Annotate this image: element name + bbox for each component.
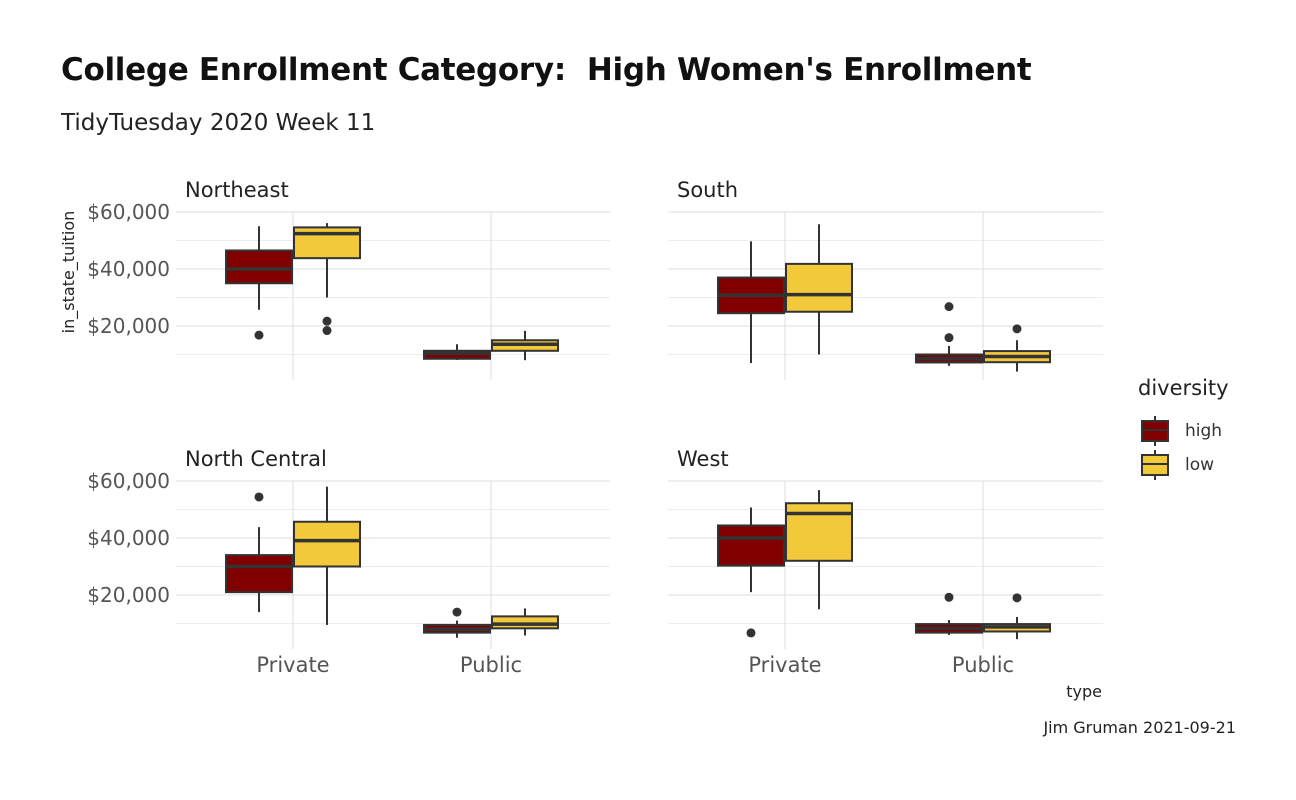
- outlier-south-public-low: [1012, 324, 1022, 334]
- legend-label-high: high: [1185, 421, 1223, 441]
- y-tick-label: $20,000: [87, 583, 170, 607]
- legend-label-low: low: [1185, 455, 1215, 475]
- outlier-south-public-high: [944, 302, 954, 312]
- box-northeast-private-high: [225, 249, 293, 285]
- x-axis-title: type: [1066, 682, 1102, 701]
- legend-key-high: [1138, 414, 1172, 448]
- legend-item-low: low: [1138, 448, 1229, 482]
- x-tick-label: Private: [256, 653, 329, 677]
- caption: Jim Gruman 2021-09-21: [1043, 718, 1236, 737]
- facet-label-south: South: [677, 178, 738, 202]
- y-tick-label: $60,000: [87, 469, 170, 493]
- y-tick-label: $20,000: [87, 314, 170, 338]
- x-tick-label: Private: [748, 653, 821, 677]
- facet-label-west: West: [677, 447, 729, 471]
- legend-key-low: [1138, 448, 1172, 482]
- outlier-north-central-public-high: [452, 607, 462, 617]
- y-axis-title: in_state_tuition: [59, 211, 79, 334]
- facet-label-north-central: North Central: [185, 447, 327, 471]
- chart-subtitle: TidyTuesday 2020 Week 11: [61, 110, 376, 136]
- legend-item-high: high: [1138, 414, 1229, 448]
- legend: diversity high low: [1138, 376, 1229, 482]
- box-south-private-low: [785, 262, 853, 313]
- x-tick-label: Public: [460, 653, 522, 677]
- y-tick-label: $60,000: [87, 200, 170, 224]
- x-tick-label: Public: [952, 653, 1014, 677]
- outlier-north-central-private-high: [254, 492, 264, 502]
- outlier-west-private-high: [746, 628, 756, 638]
- outlier-northeast-private-high: [254, 330, 264, 340]
- y-tick-label: $40,000: [87, 526, 170, 550]
- legend-title: diversity: [1138, 376, 1229, 400]
- box-west-private-high: [717, 524, 785, 567]
- facet-label-northeast: Northeast: [185, 178, 289, 202]
- outlier-northeast-private-low: [322, 316, 332, 326]
- box-north-central-private-high: [225, 554, 293, 594]
- outlier-south-public-high: [944, 333, 954, 343]
- outlier-west-public-high: [944, 592, 954, 602]
- box-north-central-private-low: [293, 520, 361, 568]
- chart-title: College Enrollment Category: High Women'…: [61, 52, 1032, 88]
- outlier-west-public-low: [1012, 593, 1022, 603]
- outlier-northeast-private-low: [322, 326, 332, 336]
- y-tick-label: $40,000: [87, 257, 170, 281]
